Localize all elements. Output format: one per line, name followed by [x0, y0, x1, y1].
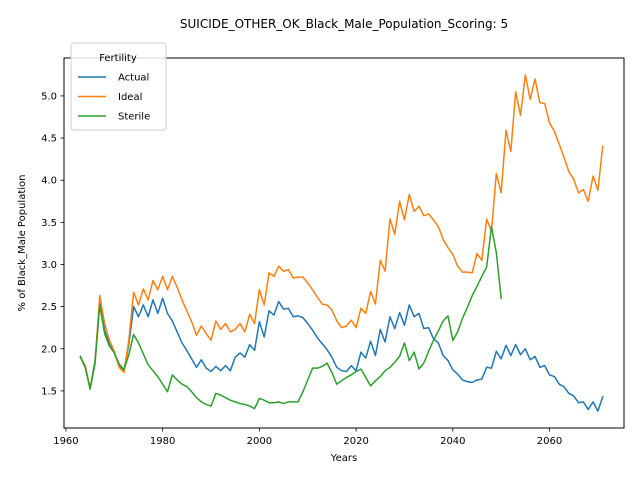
y-tick-label: 5.0 — [41, 91, 57, 102]
plot-frame — [63, 57, 625, 429]
series-line-sterile — [79, 225, 502, 410]
y-tick-label: 2.5 — [41, 302, 57, 313]
legend-label-actual: Actual — [118, 73, 149, 84]
x-axis-label: Years — [330, 453, 357, 464]
legend-label-ideal: Ideal — [118, 92, 142, 103]
y-tick-label: 4.0 — [41, 176, 57, 187]
series-line-ideal — [79, 74, 604, 390]
legend-title: Fertility — [99, 53, 137, 64]
x-tick-label: 2000 — [247, 436, 272, 447]
chart-title: SUICIDE_OTHER_OK_Black_Male_Population_S… — [180, 17, 508, 31]
x-tick-label: 2040 — [440, 436, 465, 447]
legend-entries: Actual Ideal Sterile — [78, 73, 150, 123]
x-tick-label: 1960 — [53, 436, 78, 447]
legend-label-sterile: Sterile — [118, 112, 150, 123]
x-tick-label: 2020 — [343, 436, 368, 447]
y-tick-label: 4.5 — [41, 134, 57, 145]
y-axis: 1.5 2.0 2.5 3.0 3.5 4.0 4.5 5.0 — [41, 91, 64, 397]
x-tick-label: 2060 — [537, 436, 562, 447]
y-tick-label: 3.0 — [41, 260, 57, 271]
y-tick-label: 1.5 — [41, 386, 57, 397]
x-axis: 1960 1980 2000 2020 2040 2060 — [53, 428, 562, 447]
series-layer — [79, 74, 604, 412]
y-axis-label: % of Black_Male Population — [17, 175, 28, 312]
legend-box — [70, 42, 167, 131]
x-tick-label: 1980 — [150, 436, 175, 447]
series-line-actual — [79, 297, 604, 412]
y-tick-label: 2.0 — [41, 344, 57, 355]
y-tick-label: 3.5 — [41, 218, 57, 229]
legend: Fertility Actual Ideal Sterile — [70, 42, 167, 131]
